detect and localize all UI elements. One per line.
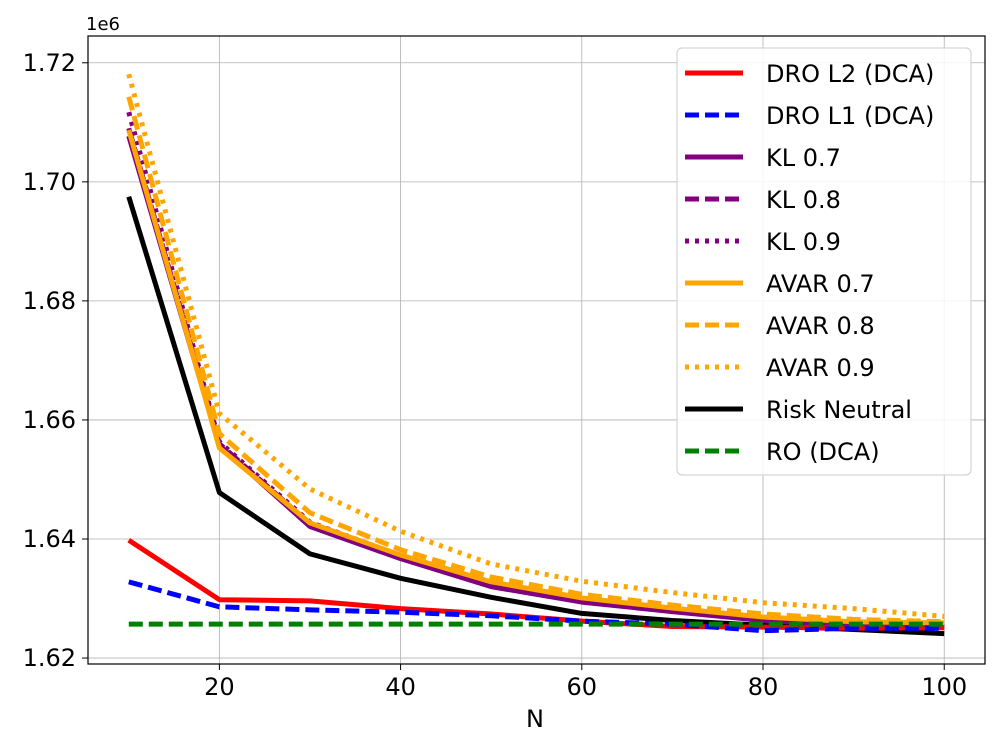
legend-label-avar-0-7: AVAR 0.7	[766, 270, 875, 298]
y-axis-offset-label: 1e6	[86, 14, 120, 35]
legend: DRO L2 (DCA) DRO L1 (DCA) KL 0.7 KL 0.8 KL 0…	[676, 47, 972, 476]
series-line-avar-0-8	[126, 96, 945, 625]
legend-label-risk-neutral: Risk Neutral	[766, 396, 912, 424]
x-axis-label: N	[526, 705, 544, 733]
x-tick-label: 100	[921, 673, 967, 701]
y-tick-label: 1.68	[23, 287, 76, 315]
x-tick-label: 60	[567, 673, 598, 701]
y-tick-label: 1.70	[23, 168, 76, 196]
series-line-avar-0-9	[126, 73, 945, 619]
legend-label-dro-l2-dca: DRO L2 (DCA)	[766, 60, 934, 88]
legend-label-dro-l1-dca: DRO L1 (DCA)	[766, 102, 934, 130]
legend-label-kl-0-9: KL 0.9	[766, 228, 841, 256]
y-tick-label: 1.72	[23, 49, 76, 77]
legend-label-kl-0-7: KL 0.7	[766, 144, 841, 172]
y-tick-label: 1.66	[23, 406, 76, 434]
legend-box	[676, 47, 972, 476]
legend-label-ro-dca: RO (DCA)	[766, 438, 880, 466]
legend-label-kl-0-8: KL 0.8	[766, 186, 841, 214]
legend-label-avar-0-8: AVAR 0.8	[766, 312, 875, 340]
plot-frame	[87, 35, 986, 665]
y-tick-label: 1.64	[23, 525, 76, 553]
x-tick-label: 40	[385, 673, 416, 701]
series-layer	[126, 73, 945, 637]
series-line-dro-l1-dca	[128, 579, 945, 634]
x-tick-label: 20	[204, 673, 235, 701]
tick-layer: 20 40 60 80 100 1.62 1.64 1.66 1.68 1.70 1.72	[23, 49, 968, 701]
legend-label-avar-0-9: AVAR 0.9	[766, 354, 875, 382]
y-tick-label: 1.62	[23, 644, 76, 672]
x-tick-label: 80	[748, 673, 779, 701]
series-line-avar-0-7	[126, 129, 945, 626]
